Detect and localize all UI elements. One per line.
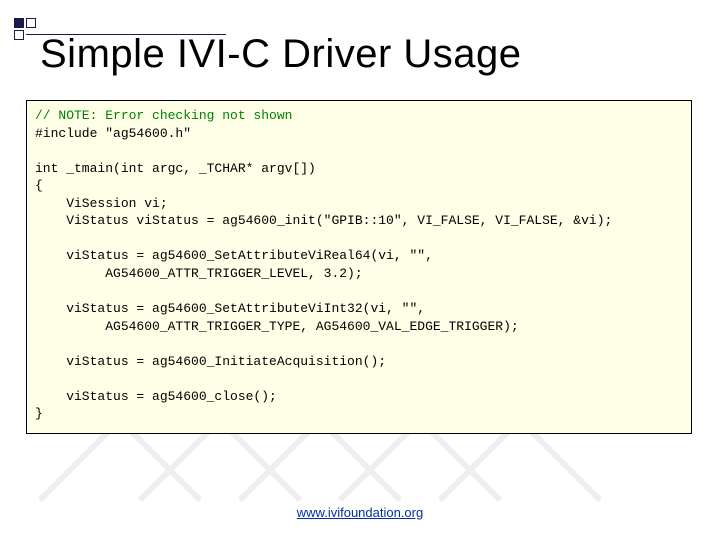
code-line: viStatus = ag54600_SetAttributeViInt32(v… bbox=[35, 301, 425, 316]
code-line: ViStatus viStatus = ag54600_init("GPIB::… bbox=[35, 213, 612, 228]
code-line: ViSession vi; bbox=[35, 196, 168, 211]
code-line: int _tmain(int argc, _TCHAR* argv[]) bbox=[35, 161, 316, 176]
code-block: // NOTE: Error checking not shown #inclu… bbox=[26, 100, 692, 434]
footer-link[interactable]: www.ivifoundation.org bbox=[297, 505, 423, 520]
code-line: #include "ag54600.h" bbox=[35, 126, 191, 141]
code-line: viStatus = ag54600_InitiateAcquisition()… bbox=[35, 354, 386, 369]
slide: Simple IVI-C Driver Usage // NOTE: Error… bbox=[0, 0, 720, 540]
code-comment: // NOTE: Error checking not shown bbox=[35, 108, 292, 123]
slide-title: Simple IVI-C Driver Usage bbox=[40, 32, 522, 77]
code-line: viStatus = ag54600_SetAttributeViReal64(… bbox=[35, 248, 433, 263]
code-line: AG54600_ATTR_TRIGGER_TYPE, AG54600_VAL_E… bbox=[35, 319, 519, 334]
code-line: } bbox=[35, 406, 43, 421]
code-line: viStatus = ag54600_close(); bbox=[35, 389, 277, 404]
code-line: { bbox=[35, 178, 43, 193]
footer: www.ivifoundation.org bbox=[0, 505, 720, 520]
code-content: // NOTE: Error checking not shown #inclu… bbox=[35, 107, 683, 423]
code-line: AG54600_ATTR_TRIGGER_LEVEL, 3.2); bbox=[35, 266, 363, 281]
